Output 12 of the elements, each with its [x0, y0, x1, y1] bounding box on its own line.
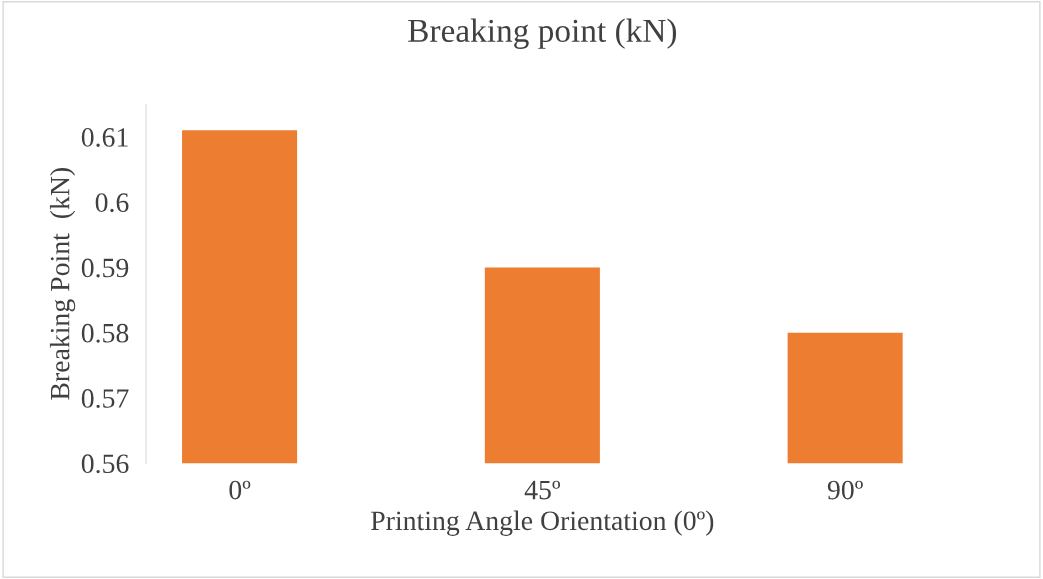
y-tick-label: 0.6	[95, 193, 129, 213]
chart-title: Breaking point (kN)	[408, 18, 677, 49]
x-tick-label: 0º	[229, 480, 251, 500]
y-tick-label: 0.57	[81, 389, 129, 408]
y-tick-label: 0.56	[81, 454, 129, 474]
y-tick-label: 0.61	[81, 128, 128, 147]
x-axis-title: Printing Angle Orientation (0º)	[371, 510, 714, 536]
x-tick-label: 45º	[524, 480, 561, 500]
y-tick-label: 0.58	[81, 323, 129, 343]
x-tick-label: 90º	[827, 480, 863, 500]
y-tick-label: 0.59	[81, 258, 129, 278]
y-axis-title: Breaking Point (kN)	[49, 168, 76, 400]
